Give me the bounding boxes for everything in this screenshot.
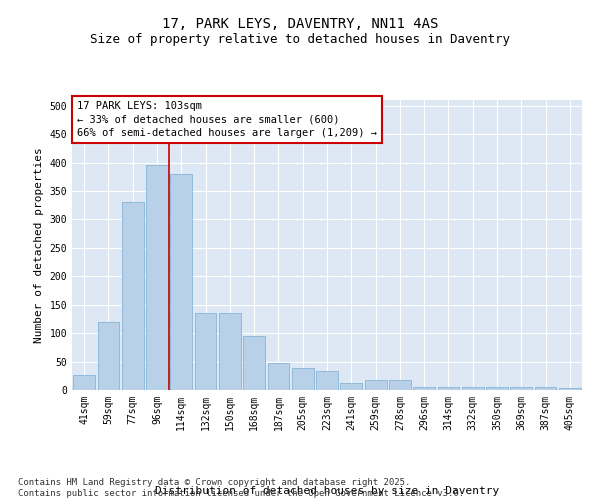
Bar	[535, 387, 556, 390]
Bar	[511, 387, 532, 390]
Text: 17 PARK LEYS: 103sqm
← 33% of detached houses are smaller (600)
66% of semi-deta: 17 PARK LEYS: 103sqm ← 33% of detached h…	[77, 102, 377, 138]
Bar	[486, 387, 508, 390]
Bar	[365, 380, 386, 390]
Y-axis label: Number of detached properties: Number of detached properties	[34, 147, 44, 343]
Bar	[340, 382, 362, 390]
Text: 17, PARK LEYS, DAVENTRY, NN11 4AS: 17, PARK LEYS, DAVENTRY, NN11 4AS	[162, 18, 438, 32]
Bar	[97, 322, 119, 390]
Bar	[437, 387, 460, 390]
Bar	[194, 313, 217, 390]
Bar	[462, 387, 484, 390]
Bar	[292, 368, 314, 390]
Text: Contains HM Land Registry data © Crown copyright and database right 2025.
Contai: Contains HM Land Registry data © Crown c…	[18, 478, 464, 498]
Bar	[146, 166, 168, 390]
Bar	[268, 364, 289, 390]
X-axis label: Distribution of detached houses by size in Daventry: Distribution of detached houses by size …	[155, 486, 499, 496]
Bar	[243, 336, 265, 390]
Bar	[559, 388, 581, 390]
Bar	[170, 174, 192, 390]
Text: Size of property relative to detached houses in Daventry: Size of property relative to detached ho…	[90, 32, 510, 46]
Bar	[122, 202, 143, 390]
Bar	[389, 380, 411, 390]
Bar	[316, 371, 338, 390]
Bar	[413, 387, 435, 390]
Bar	[73, 374, 95, 390]
Bar	[219, 313, 241, 390]
